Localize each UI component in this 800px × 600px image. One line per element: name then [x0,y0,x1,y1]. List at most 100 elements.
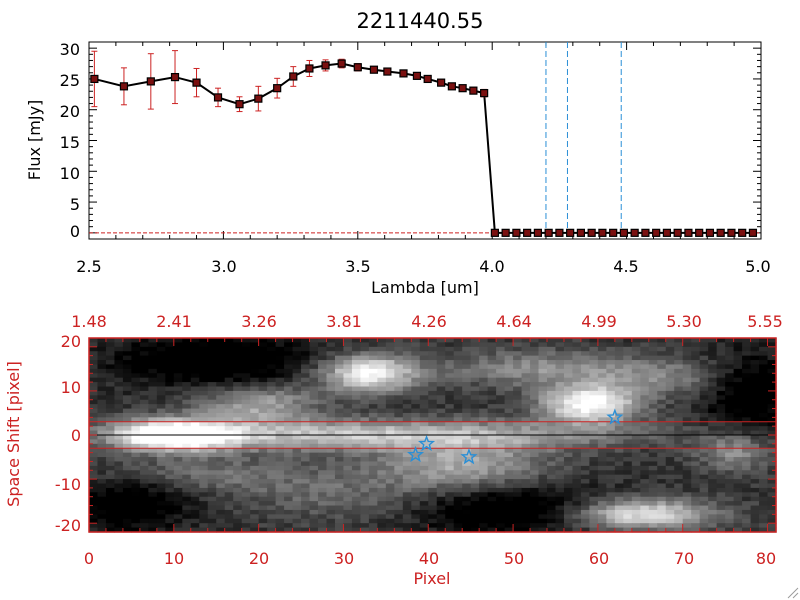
heatmap-cell [708,430,718,436]
heatmap-cell [216,479,226,485]
heatmap-cell [597,487,607,493]
heatmap-cell [733,395,743,401]
heatmap-cell [589,395,599,401]
heatmap-cell [428,386,438,392]
heatmap-cell [173,426,183,432]
heatmap-cell [267,404,277,410]
heatmap-cell [547,509,557,515]
heatmap-cell [309,417,319,423]
heatmap-cell [377,435,387,441]
heatmap-cell [513,338,523,344]
heatmap-cell [691,395,701,401]
heatmap-cell [691,426,701,432]
heatmap-cell [674,465,684,471]
resize-grip-icon[interactable] [785,585,799,599]
heatmap-cell [453,417,463,423]
heatmap-cell [547,479,557,485]
heatmap-cell [572,351,582,357]
x-tick-label: 5.0 [745,257,770,276]
heatmap-cell [207,452,217,458]
heatmap-cell [165,421,175,427]
heatmap-cell [216,452,226,458]
heatmap-cell [682,360,692,366]
heatmap-cell [182,404,192,410]
heatmap-cell [479,408,489,414]
heatmap-cell [258,417,268,423]
heatmap-cell [233,487,243,493]
heatmap-cell [309,360,319,366]
heatmap-cell [767,368,777,374]
heatmap-cell [275,448,285,454]
heatmap-cell [479,351,489,357]
heatmap-cell [767,426,777,432]
heatmap-cell [708,373,718,379]
spectrum-ticks [88,42,762,239]
heatmap-cell [89,399,99,405]
heatmap-cell [131,479,141,485]
heatmap-cell [445,439,455,445]
heatmap-cell [759,417,769,423]
heatmap-cell [487,457,497,463]
heatmap-cell [173,457,183,463]
heatmap-cell [428,417,438,423]
heatmap-cell [258,360,268,366]
heatmap-cell [301,487,311,493]
heatmap-cell [207,395,217,401]
heatmap-cell [725,439,735,445]
heatmap-cell [182,377,192,383]
heatmap-cell [462,470,472,476]
heatmap-cell [657,355,667,361]
heatmap-cell [351,355,362,361]
heatmap-cell [267,355,277,361]
heatmap-cell [402,399,412,405]
heatmap-cell [122,461,133,467]
heatmap-cell [173,368,183,374]
heatmap-cell [699,377,709,383]
heatmap-cell [538,452,548,458]
heatmap-cell [572,487,582,493]
heatmap-cell [165,408,175,414]
heatmap-cell [640,386,650,392]
heatmap-cell [513,412,523,418]
heatmap-cell [742,346,752,352]
heatmap-cell [368,355,378,361]
heatmap-cell [657,430,667,436]
heatmap-cell [513,470,523,476]
heatmap-cell [97,421,107,427]
heatmap-cell [318,514,328,520]
heatmap-cell [114,399,124,405]
heatmap-cell [284,487,294,493]
heatmap-cell [614,496,624,502]
heatmap-cell [105,479,116,485]
heatmap-cell [623,386,633,392]
heatmap-cell [640,377,650,383]
heatmap-cell [241,435,251,441]
heatmap-cell [241,342,251,348]
heatmap-cell [131,408,141,414]
heatmap-cell [750,355,760,361]
heatmap-cell [513,390,523,396]
heatmap-cell [428,452,438,458]
heatmap-cell [631,505,641,511]
heatmap-cell [385,514,395,520]
heatmap-cell [131,461,141,467]
heatmap-cell [445,509,455,515]
heatmap-cell [597,338,607,344]
heatmap-cell [360,501,370,507]
heatmap-cell [114,364,124,370]
heatmap-cell [165,496,175,502]
heatmap-cell [351,518,362,524]
heatmap-cell [224,421,234,427]
heatmap-cell [148,368,158,374]
heatmap-cell [334,364,345,370]
heatmap-cell [165,448,175,454]
heatmap-cell [190,527,200,533]
heatmap-cell [105,426,116,432]
heatmap-cell [496,390,506,396]
heatmap-cell [368,492,378,498]
heatmap-cell [318,527,328,533]
heatmap-cell [326,470,336,476]
heatmap-cell [521,470,531,476]
heatmap-cell [368,452,378,458]
heatmap-cell [538,390,548,396]
